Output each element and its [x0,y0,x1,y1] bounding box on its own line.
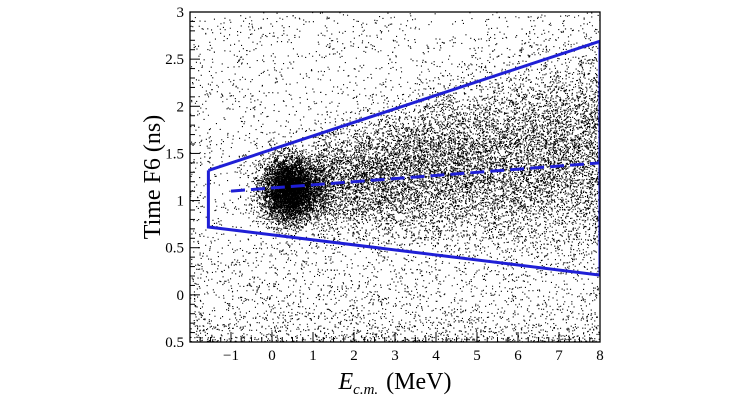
x-tick-label: 2 [350,348,358,364]
x-tick-label: 3 [391,348,399,364]
x-tick-label: 7 [555,348,563,364]
x-tick-label: 5 [473,348,481,364]
gate-overlay [206,39,600,277]
y-tick-labels: 0.5 0 0.5 1 1.5 2 2.5 3 [165,5,184,351]
gate-polygon [206,39,600,277]
scatter-dots [190,12,600,342]
x-axis-title: Ec.m. (MeV) [338,369,452,398]
x-tick-label: 8 [596,348,604,364]
y-tick-label: 2.5 [165,52,184,68]
y-tick-label: 0.5 [165,335,184,351]
axis-ticks [189,11,601,343]
y-tick-label: 0.5 [165,241,184,257]
x-tick-labels: −1 0 1 2 3 4 5 6 7 8 [223,348,604,364]
centroid-dashed-line [230,161,600,193]
x-tick-label: 4 [432,348,440,364]
x-tick-label: 1 [309,348,317,364]
y-axis-title: Time F6 (ns) [140,115,166,239]
x-axis-unit: (MeV) [386,369,451,395]
y-tick-label: 1.5 [165,146,184,162]
y-tick-label: 0 [177,288,185,304]
y-tick-label: 3 [177,5,185,21]
scatter-points [190,12,600,342]
x-axis-symbol: E [338,369,354,395]
x-axis-subscript: c.m. [353,382,378,398]
y-tick-label: 1 [177,194,185,210]
x-tick-label: 0 [268,348,276,364]
x-tick-label: 6 [514,348,522,364]
y-tick-label: 2 [177,99,185,115]
x-tick-label: −1 [223,348,239,364]
